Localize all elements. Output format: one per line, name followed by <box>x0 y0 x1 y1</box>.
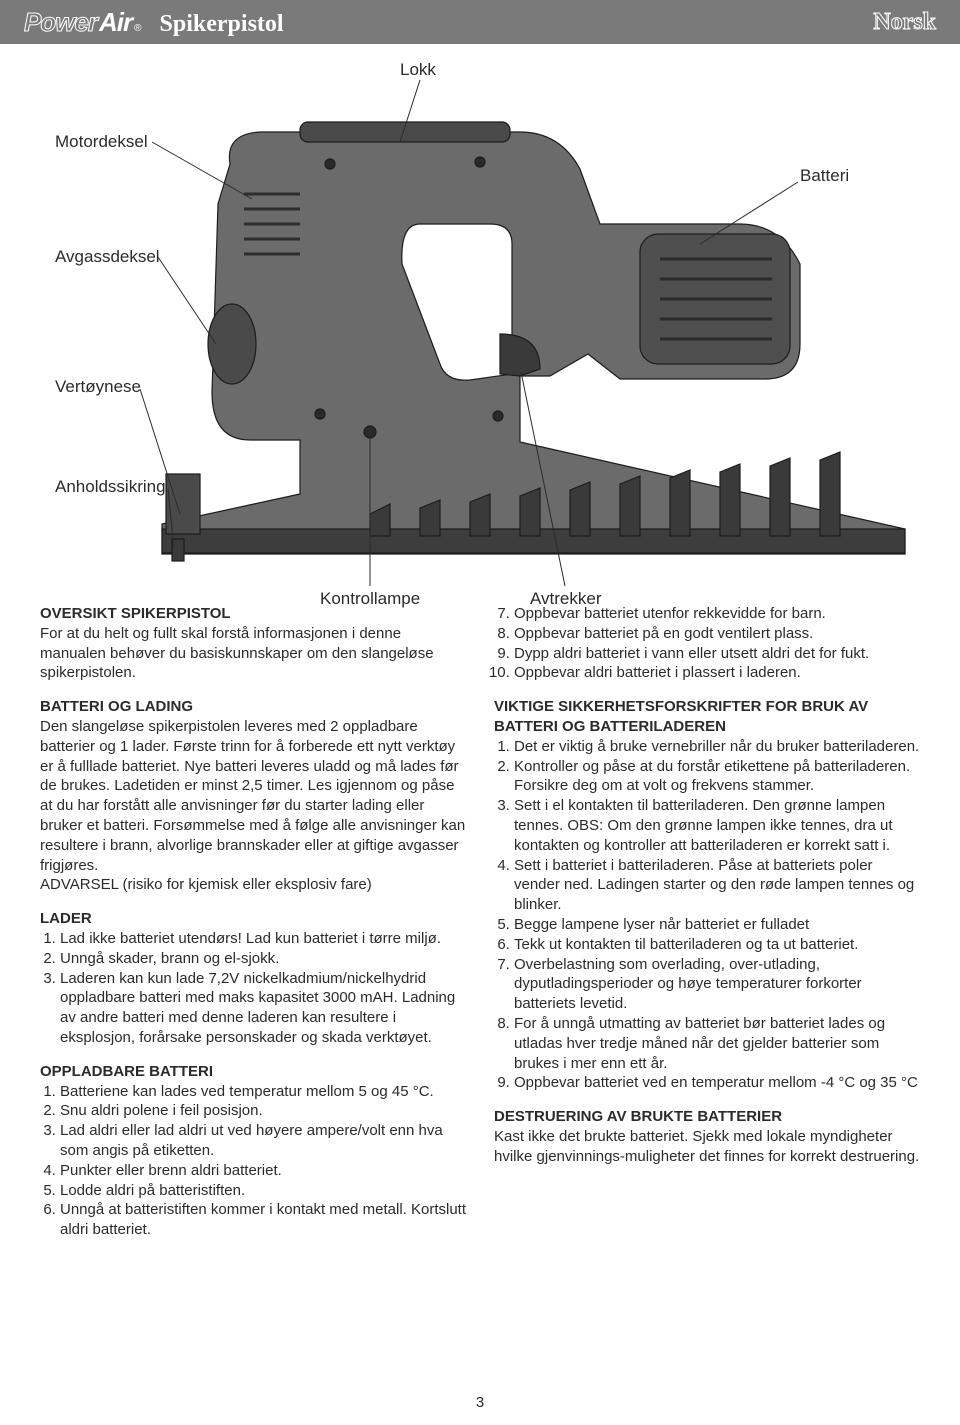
brand-power: Power <box>24 7 97 38</box>
callout-vertoynese: Vertøynese <box>55 377 141 397</box>
viktige-title: VIKTIGE SIKKERHETSFORSKRIFTER FOR BRUK A… <box>494 697 920 737</box>
list-item: Laderen kan kun lade 7,2V nickelkadmium/… <box>60 969 466 1048</box>
lader-list: Lad ikke batteriet utendørs! Lad kun bat… <box>40 929 466 1048</box>
content-columns: OVERSIKT SPIKERPISTOL For at du helt og … <box>0 604 960 1240</box>
advarsel-line: ADVARSEL (risiko for kjemisk eller ekspl… <box>40 875 466 895</box>
list-item: Det er viktig å bruke vernebriller når d… <box>514 737 920 757</box>
lader-title: LADER <box>40 909 466 929</box>
page-number: 3 <box>0 1394 960 1411</box>
callout-lokk: Lokk <box>400 60 436 80</box>
list-item: Overbelastning som overlading, over-utla… <box>514 955 920 1014</box>
list-item: Unngå skader, brann og el-sjokk. <box>60 949 466 969</box>
left-column: OVERSIKT SPIKERPISTOL For at du helt og … <box>40 604 466 1240</box>
callout-avgassdeksel: Avgassdeksel <box>55 247 160 267</box>
brand-logo: PowerAir® <box>24 7 142 38</box>
oversikt-body: For at du helt og fullt skal forstå info… <box>40 624 466 683</box>
batteri-body: Den slangeløse spikerpistolen leveres me… <box>40 717 466 875</box>
brand-reg: ® <box>134 23 141 34</box>
list-item: Sett i batteriet i batteriladeren. Påse … <box>514 856 920 915</box>
callout-batteri: Batteri <box>800 166 849 186</box>
list-item: Batteriene kan lades ved temperatur mell… <box>60 1082 466 1102</box>
list-item: Punkter eller brenn aldri batteriet. <box>60 1161 466 1181</box>
top-continued-list: Oppbevar batteriet utenfor rekkevidde fo… <box>494 604 920 683</box>
callout-kontrollampe: Kontrollampe <box>320 589 420 609</box>
list-item: For å unngå utmatting av batteriet bør b… <box>514 1014 920 1073</box>
oppladbare-list: Batteriene kan lades ved temperatur mell… <box>40 1082 466 1240</box>
list-item: Lad ikke batteriet utendørs! Lad kun bat… <box>60 929 466 949</box>
list-item: Lodde aldri på batteristiften. <box>60 1181 466 1201</box>
callout-anholdssikring: Anholdssikring <box>55 477 166 497</box>
brand-air: Air <box>99 7 132 38</box>
callout-motordeksel: Motordeksel <box>55 132 148 152</box>
diagram-area: Lokk Motordeksel Batteri Avgassdeksel Ve… <box>0 44 960 604</box>
list-item: Oppbevar batteriet ved en temperatur mel… <box>514 1073 920 1093</box>
list-item: Oppbevar aldri batteriet i plassert i la… <box>514 663 920 683</box>
viktige-list: Det er viktig å bruke vernebriller når d… <box>494 737 920 1093</box>
batteri-title: BATTERI OG LADING <box>40 697 466 717</box>
list-item: Tekk ut kontakten til batteriladeren og … <box>514 935 920 955</box>
list-item: Begge lampene lyser når batteriet er ful… <box>514 915 920 935</box>
list-item: Snu aldri polene i feil posisjon. <box>60 1101 466 1121</box>
header-bar: PowerAir® Spikerpistol Norsk <box>0 0 960 44</box>
right-column: Oppbevar batteriet utenfor rekkevidde fo… <box>494 604 920 1240</box>
oppladbare-title: OPPLADBARE BATTERI <box>40 1062 466 1082</box>
header-lang: Norsk <box>873 9 936 36</box>
diagram-svg <box>0 44 960 604</box>
list-item: Kontroller og påse at du forstår etikett… <box>514 757 920 797</box>
destr-body: Kast ikke det brukte batteriet. Sjekk me… <box>494 1127 920 1167</box>
destr-title: DESTRUERING AV BRUKTE BATTERIER <box>494 1107 920 1127</box>
list-item: Dypp aldri batteriet i vann eller utsett… <box>514 644 920 664</box>
list-item: Sett i el kontakten til batteriladeren. … <box>514 796 920 855</box>
list-item: Unngå at batteristiften kommer i kontakt… <box>60 1200 466 1240</box>
list-item: Oppbevar batteriet på en godt ventilert … <box>514 624 920 644</box>
header-title: Spikerpistol <box>160 11 284 38</box>
list-item: Lad aldri eller lad aldri ut ved høyere … <box>60 1121 466 1161</box>
callout-avtrekker: Avtrekker <box>530 589 602 609</box>
